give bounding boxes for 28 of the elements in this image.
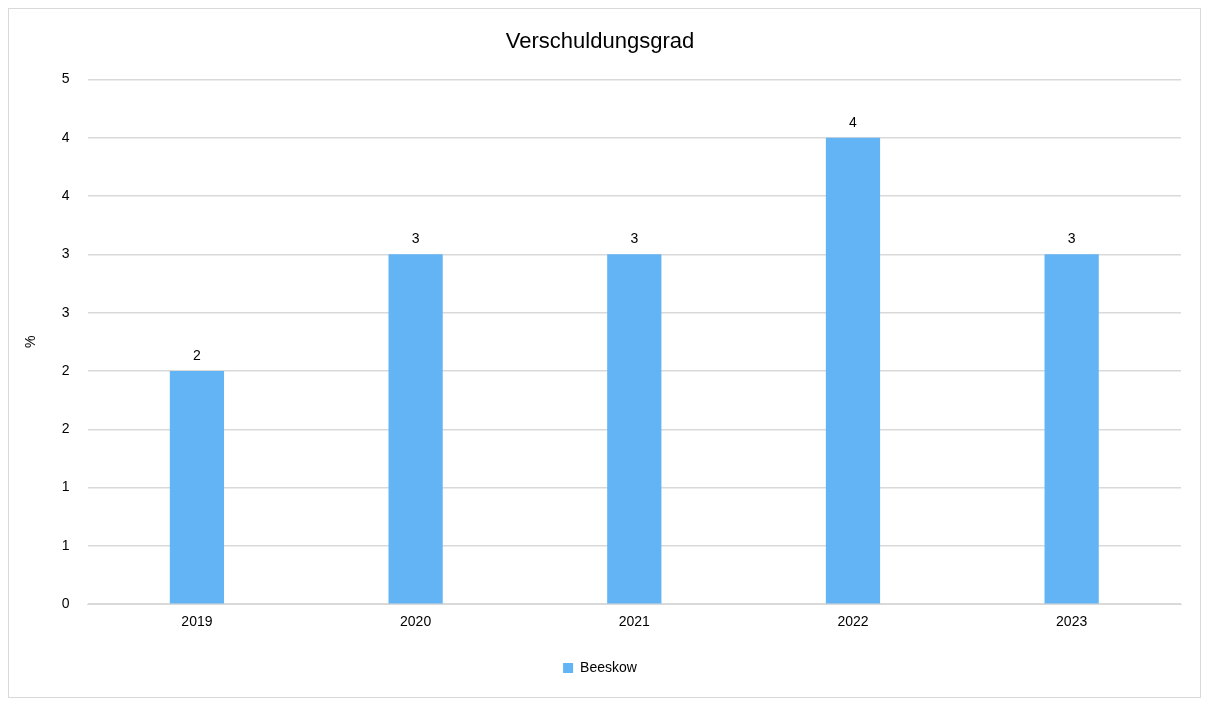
bar — [825, 137, 881, 604]
y-tick-label: 1 — [61, 478, 70, 495]
bar — [1044, 254, 1099, 604]
x-tick-label: 2021 — [618, 613, 651, 630]
y-tick-label: 2 — [61, 420, 70, 437]
x-tick-label: 2019 — [181, 613, 213, 630]
data-label: 4 — [849, 113, 858, 130]
x-tick-label: 2023 — [1056, 613, 1088, 630]
y-tick-label: 5 — [61, 70, 70, 87]
x-tick-label: 2022 — [837, 613, 869, 630]
data-label: 3 — [1067, 230, 1076, 247]
data-label: 3 — [630, 230, 639, 247]
y-axis-title: % — [22, 335, 39, 349]
y-tick-label: 1 — [61, 536, 70, 553]
data-label: 3 — [411, 230, 420, 247]
y-tick-label: 0 — [61, 595, 70, 612]
legend-label: Beeskow — [580, 658, 638, 675]
y-tick-label: 4 — [61, 128, 70, 145]
chart-title: Verschuldungsgrad — [505, 28, 695, 54]
y-tick-label: 3 — [61, 245, 70, 262]
x-tick-label: 2020 — [400, 613, 432, 630]
bar — [169, 370, 225, 604]
bar — [607, 254, 662, 604]
data-label: 2 — [193, 346, 202, 363]
bar — [388, 254, 443, 604]
y-tick-label: 3 — [61, 303, 70, 320]
y-tick-label: 2 — [61, 361, 70, 378]
y-tick-label: 4 — [61, 186, 70, 203]
